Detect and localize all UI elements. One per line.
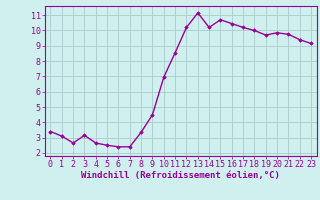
X-axis label: Windchill (Refroidissement éolien,°C): Windchill (Refroidissement éolien,°C) xyxy=(81,171,280,180)
